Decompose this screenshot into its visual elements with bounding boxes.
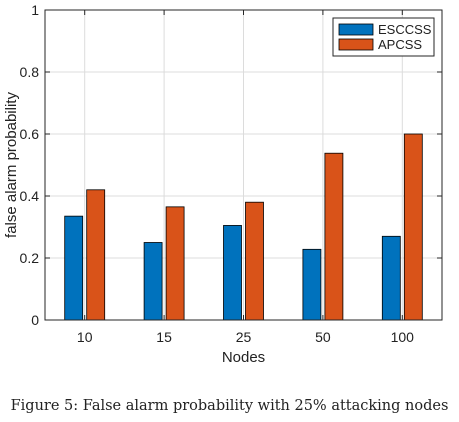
y-tick-label: 0.6 [20, 126, 40, 142]
bar-chart: 0 0.2 0.4 0.6 0.8 1 10 15 25 50 100 Nodes false al… [3, 2, 443, 366]
x-tick-label: 10 [77, 329, 93, 345]
bar-esccss-10 [64, 215, 84, 321]
bar-esccss-100 [381, 235, 401, 321]
legend: ESCCSS APCSS [332, 17, 435, 57]
legend-label-escss: ESCCSS [378, 22, 432, 37]
x-tick-label: 25 [236, 329, 252, 345]
bar-esccss-25 [223, 225, 242, 321]
bar-apcss-50 [324, 152, 344, 321]
bar-apcss-100 [403, 133, 423, 321]
bar-apcss-15 [165, 206, 185, 321]
bar-esccss-50 [302, 248, 322, 321]
bar-esccss-15 [143, 242, 163, 321]
legend-swatch-apcss [338, 38, 374, 51]
bar-apcss-25 [245, 201, 264, 321]
y-tick-label: 0.2 [20, 250, 40, 266]
x-tick-label: 100 [391, 329, 415, 345]
axis-ticks: 0 0.2 0.4 0.6 0.8 1 10 15 25 50 100 [20, 2, 442, 345]
grid-lines [45, 10, 442, 320]
y-tick-label: 0.4 [20, 188, 40, 204]
legend-swatch-escss [338, 23, 374, 36]
x-tick-label: 50 [315, 329, 331, 345]
y-axis-label: false alarm probability [3, 92, 20, 238]
x-tick-label: 15 [156, 329, 172, 345]
bar-apcss-10 [86, 189, 106, 321]
y-tick-label: 0.8 [20, 64, 40, 80]
x-axis-label: Nodes [222, 349, 265, 366]
figure-caption: Figure 5: False alarm probability with 2… [10, 398, 449, 414]
legend-label-apcss: APCSS [378, 37, 422, 52]
bars [64, 133, 423, 321]
y-tick-label: 1 [31, 2, 39, 18]
y-tick-label: 0 [31, 312, 39, 328]
